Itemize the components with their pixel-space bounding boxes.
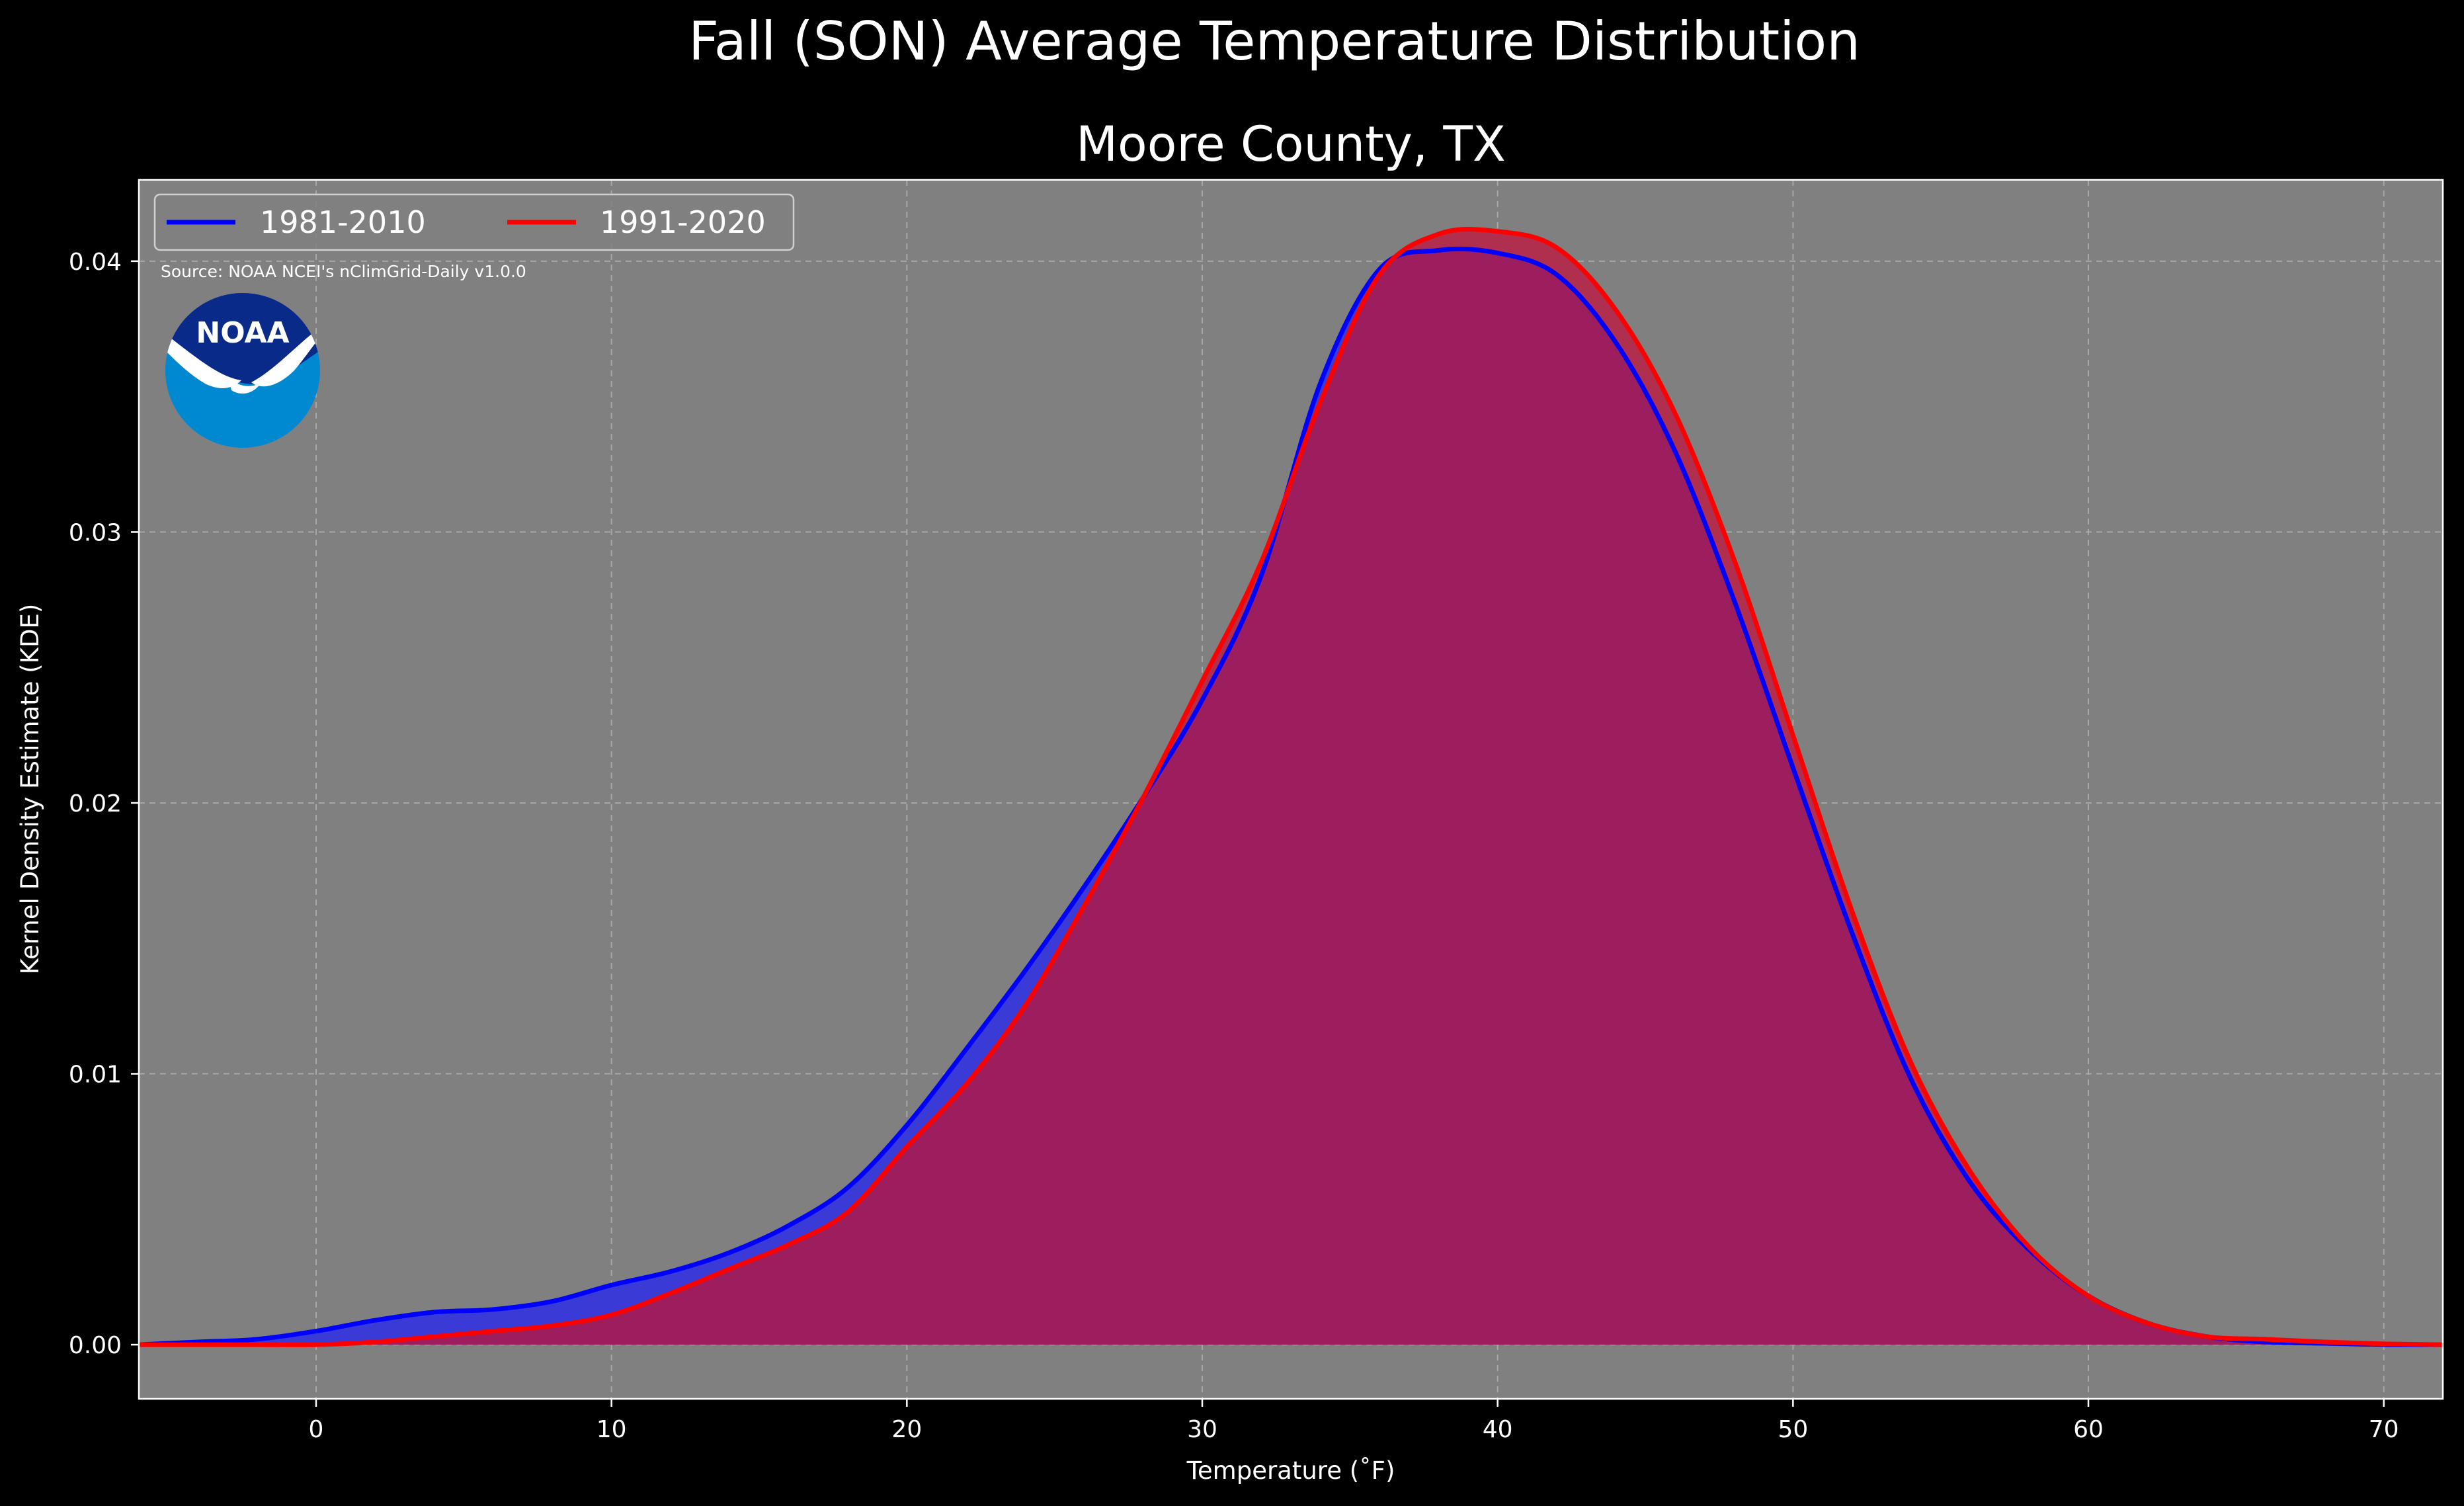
series-line-1981-2010 — [139, 246, 2443, 1347]
y-tick-label-4: 0.04 — [69, 249, 122, 276]
noaa-logo-text: NOAA — [196, 316, 289, 350]
x-tick-label-0: 0 — [309, 1416, 324, 1443]
series-layer — [139, 226, 2443, 1347]
y-axis-label: Kernel Density Estimate (KDE) — [16, 604, 44, 975]
area-overlap — [139, 248, 2443, 1345]
y-tick-label-2: 0.02 — [69, 790, 122, 817]
x-tick-label-7: 70 — [2369, 1416, 2399, 1443]
chart-subtitle: Moore County, TX — [1076, 116, 1506, 173]
x-tick-label-6: 60 — [2073, 1416, 2104, 1443]
x-tick-label-4: 40 — [1483, 1416, 1513, 1443]
legend-label-1981-2010: 1981-2010 — [260, 204, 426, 240]
y-axis: 0.00 0.01 0.02 0.03 0.04 — [69, 249, 139, 1359]
series-line-1991-2020 — [139, 226, 2443, 1347]
chart-title: Fall (SON) Average Temperature Distribut… — [688, 11, 1860, 72]
x-tick-label-3: 30 — [1187, 1416, 1217, 1443]
noaa-logo: NOAA — [165, 293, 320, 448]
x-tick-label-5: 50 — [1778, 1416, 1808, 1443]
source-note: Source: NOAA NCEI's nClimGrid-Daily v1.0… — [161, 262, 526, 281]
legend-box — [153, 193, 795, 251]
y-tick-label-3: 0.03 — [69, 519, 122, 546]
legend-label-1991-2020: 1991-2020 — [600, 204, 766, 240]
plot-frame — [138, 179, 2444, 1400]
x-tick-label-2: 20 — [891, 1416, 922, 1443]
y-tick-label-0: 0.00 — [69, 1332, 122, 1359]
legend: 1981-2010 1991-2020 — [153, 193, 795, 251]
x-tick-label-1: 10 — [596, 1416, 627, 1443]
x-axis-label: Temperature (˚F) — [1186, 1456, 1395, 1485]
x-axis: 0 10 20 30 40 50 60 70 — [309, 1399, 2399, 1443]
y-tick-label-1: 0.01 — [69, 1062, 122, 1089]
